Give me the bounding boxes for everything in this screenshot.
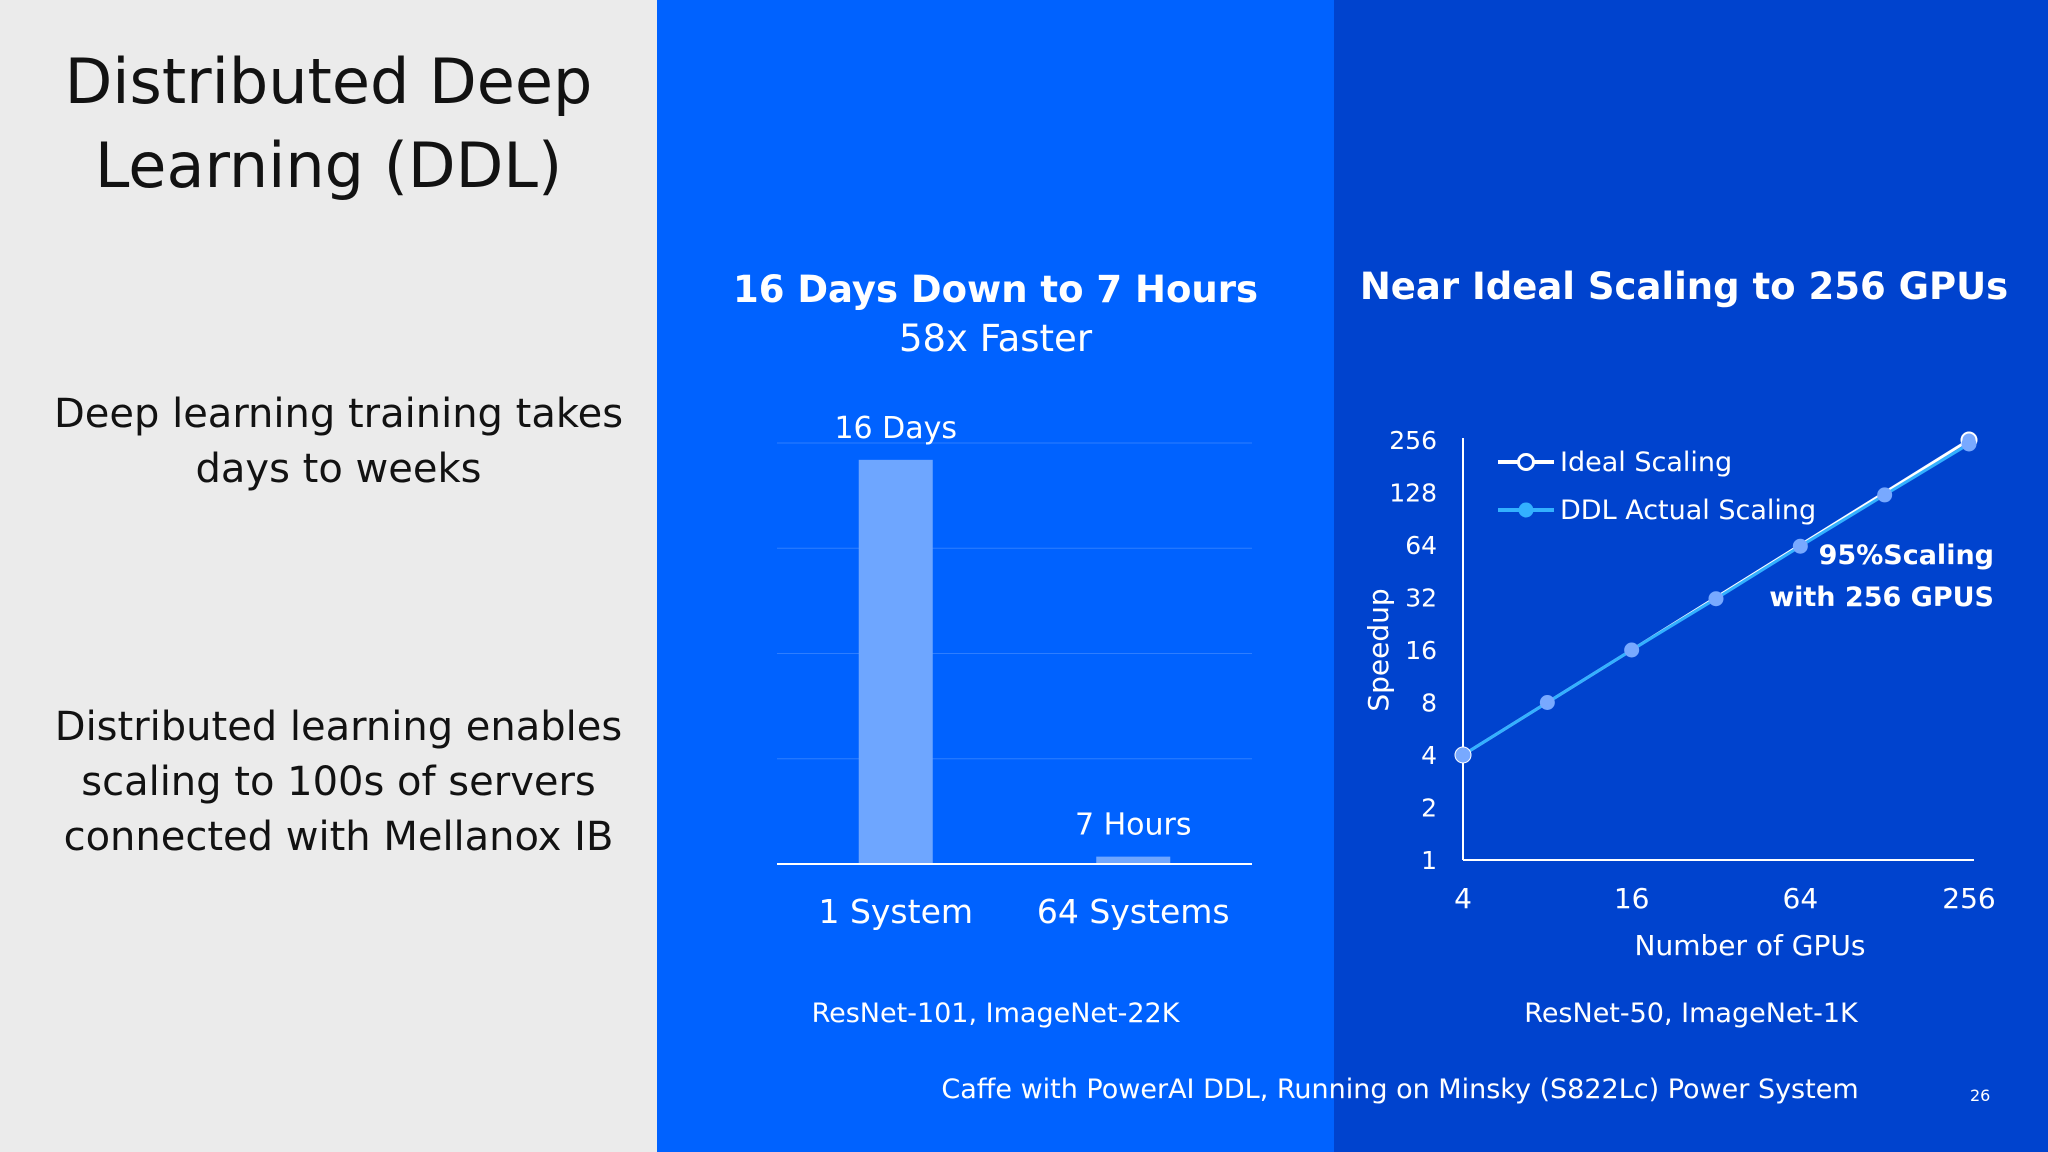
y-tick-label: 128 [1389,479,1437,508]
slide-title: Distributed Deep Learning (DDL) [0,40,657,208]
line-chart-series [1454,431,1978,764]
series-point-ddl-actual [1624,642,1640,658]
line-chart-title: Near Ideal Scaling to 256 GPUs [1359,265,2009,308]
bar-category-label: 1 System [818,892,973,931]
y-tick-label: 1 [1421,846,1437,875]
annotation-line-2: with 256 GPUS [1769,582,1994,613]
middle-panel [657,0,1334,1152]
y-tick-label: 32 [1405,584,1437,613]
legend-label: DDL Actual Scaling [1560,495,1816,526]
annotation-line-1: 95%Scaling [1819,540,1994,571]
legend-swatch-marker [1518,502,1534,518]
series-point-ddl-actual [1961,436,1977,452]
bullet-point-2-line-2: scaling to 100s of servers [81,759,596,805]
bullet-point-2-line-3: connected with Mellanox IB [63,814,614,860]
line-chart: 1 2 4 8 16 32 64 128 256 4 16 64 256 Number of GPUs Sp… [1362,426,1996,962]
y-tick-label: 256 [1389,426,1437,455]
bar-chart-labels: 16 Days 1 System 7 Hours 64 Systems [818,411,1229,931]
bar-chart: 16 Days 1 System 7 Hours 64 Systems [777,411,1252,931]
bar-category-label: 64 Systems [1037,892,1230,931]
bar-chart-grid [777,442,1252,760]
y-tick-label: 16 [1405,636,1437,665]
line-chart-annotation: 95%Scaling with 256 GPUS [1769,540,1994,613]
series-point-ddl-actual [1708,591,1724,607]
line-chart-axes [1462,438,1974,861]
legend-swatch-marker [1517,453,1535,471]
bar-data-label: 7 Hours [1075,808,1192,843]
series-point-ddl-actual [1877,487,1893,503]
bar-2 [1096,856,1171,864]
slide-footer: Caffe with PowerAI DDL, Running on Minsk… [941,1074,1859,1105]
right-panel [1334,0,2048,1152]
x-axis-label: Number of GPUs [1635,929,1866,962]
series-point-ddl-actual [1455,747,1471,763]
bar-chart-bars [858,459,1171,864]
x-tick-label: 4 [1454,882,1472,915]
y-tick-label: 64 [1405,531,1437,560]
bullet-point-2-line-1: Distributed learning enables [54,704,623,750]
legend-label: Ideal Scaling [1560,447,1732,478]
x-tick-label: 64 [1783,882,1819,915]
y-tick-label: 4 [1421,741,1437,770]
line-chart-caption: ResNet-50, ImageNet-1K [1524,998,1858,1029]
y-axis-label: Speedup [1362,588,1395,711]
slide-title-line-2: Learning (DDL) [94,129,563,202]
bar-chart-caption: ResNet-101, ImageNet-22K [811,998,1180,1029]
series-point-ddl-actual [1792,538,1808,554]
x-tick-label: 16 [1614,882,1650,915]
y-tick-label: 8 [1421,689,1437,718]
bar-chart-subtitle: 58x Faster [898,317,1093,360]
bullet-point-1-line-1: Deep learning training takes [53,391,624,437]
bullet-point-1: Deep learning training takes days to wee… [20,387,657,497]
line-chart-legend: Ideal Scaling DDL Actual Scaling [1498,447,1816,526]
series-point-ddl-actual [1539,695,1555,710]
page-number: 26 [1970,1086,1991,1105]
line-chart-ticks: 1 2 4 8 16 32 64 128 256 4 16 64 256 Number of GPUs Sp… [1362,426,1996,962]
y-tick-label: 2 [1421,794,1437,823]
bar-data-label: 16 Days [834,411,957,446]
bullet-point-1-line-2: days to weeks [195,446,482,492]
bar-chart-title: 16 Days Down to 7 Hours [732,268,1259,311]
bar-1 [858,459,933,864]
slide-title-line-1: Distributed Deep [64,45,593,118]
left-panel [0,0,657,1152]
bullet-point-2: Distributed learning enables scaling to … [20,700,657,865]
x-tick-label: 256 [1942,882,1995,915]
